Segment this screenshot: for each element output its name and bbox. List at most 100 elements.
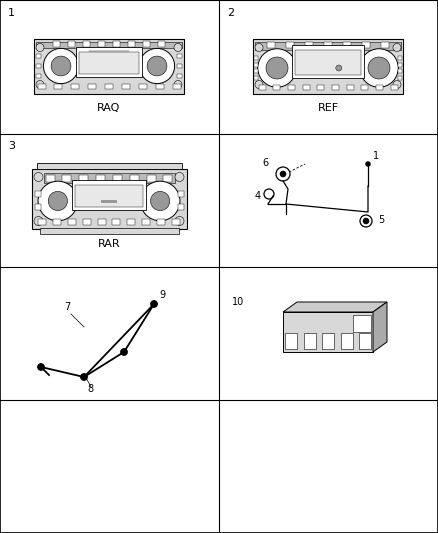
Bar [254, 76, 258, 80]
Bar [177, 191, 184, 197]
Bar [71, 84, 79, 89]
Bar [398, 56, 402, 60]
Text: 8: 8 [87, 384, 93, 394]
Bar [322, 333, 334, 349]
Bar [391, 85, 398, 90]
Bar [283, 312, 373, 352]
Circle shape [34, 216, 43, 225]
Circle shape [368, 57, 390, 79]
Bar [79, 52, 139, 74]
Bar [381, 43, 389, 49]
Bar [332, 85, 339, 90]
Bar [79, 175, 88, 182]
Bar [254, 56, 258, 60]
Bar [177, 54, 182, 58]
Circle shape [140, 181, 180, 221]
Bar [68, 41, 75, 47]
Bar [35, 204, 40, 210]
Bar [258, 85, 265, 90]
Bar [38, 84, 46, 89]
Bar [267, 43, 275, 49]
Bar [285, 333, 297, 349]
Text: 10: 10 [232, 297, 244, 307]
Circle shape [151, 191, 170, 211]
Bar [139, 84, 147, 89]
Text: RAQ: RAQ [97, 103, 121, 113]
Bar [72, 180, 146, 210]
Bar [177, 74, 182, 78]
Circle shape [255, 80, 263, 88]
Polygon shape [373, 302, 387, 352]
Text: 1: 1 [8, 8, 15, 18]
Circle shape [280, 171, 286, 177]
Bar [361, 85, 368, 90]
Circle shape [43, 49, 78, 84]
Text: 1: 1 [373, 151, 379, 161]
Bar [172, 219, 180, 225]
Bar [36, 54, 41, 58]
Circle shape [38, 181, 78, 221]
Bar [177, 204, 184, 210]
Bar [83, 41, 90, 47]
Bar [147, 175, 155, 182]
Bar [346, 85, 353, 90]
Circle shape [175, 216, 184, 225]
Circle shape [38, 364, 44, 370]
Circle shape [258, 49, 296, 87]
Circle shape [393, 44, 401, 52]
Circle shape [363, 218, 369, 224]
Text: 6: 6 [262, 158, 268, 168]
Bar [253, 38, 403, 93]
Circle shape [175, 173, 184, 182]
Bar [53, 41, 60, 47]
Bar [163, 175, 173, 182]
Bar [88, 84, 96, 89]
Bar [254, 63, 258, 67]
Circle shape [121, 349, 127, 355]
Circle shape [51, 56, 71, 76]
Bar [127, 219, 135, 225]
Bar [96, 175, 105, 182]
Bar [288, 85, 295, 90]
Bar [113, 41, 120, 47]
Bar [53, 219, 61, 225]
Bar [98, 219, 106, 225]
Bar [130, 175, 139, 182]
Bar [36, 64, 41, 68]
Bar [305, 43, 313, 49]
Bar [98, 41, 105, 47]
Bar [76, 47, 142, 77]
Bar [343, 43, 351, 49]
Text: 7: 7 [64, 302, 70, 312]
Bar [173, 84, 180, 89]
Bar [292, 45, 364, 78]
Bar [39, 228, 179, 234]
Circle shape [48, 191, 67, 211]
Bar [39, 219, 46, 225]
Bar [122, 84, 130, 89]
Text: 2: 2 [227, 8, 234, 18]
Bar [128, 41, 135, 47]
Bar [295, 50, 361, 75]
Bar [34, 38, 184, 93]
Circle shape [34, 173, 43, 182]
Circle shape [276, 167, 290, 181]
Text: RAR: RAR [98, 239, 120, 249]
Bar [273, 85, 280, 90]
Bar [340, 333, 353, 349]
Bar [155, 84, 164, 89]
Circle shape [365, 161, 371, 166]
Bar [362, 43, 370, 49]
Bar [32, 169, 187, 229]
Polygon shape [283, 302, 387, 312]
Bar [398, 76, 402, 80]
Bar [142, 219, 150, 225]
Bar [101, 200, 117, 203]
Bar [398, 69, 402, 74]
Bar [54, 84, 62, 89]
Bar [376, 85, 383, 90]
Text: 5: 5 [378, 215, 384, 225]
Bar [43, 173, 174, 183]
Bar [303, 85, 310, 90]
Bar [177, 64, 182, 68]
